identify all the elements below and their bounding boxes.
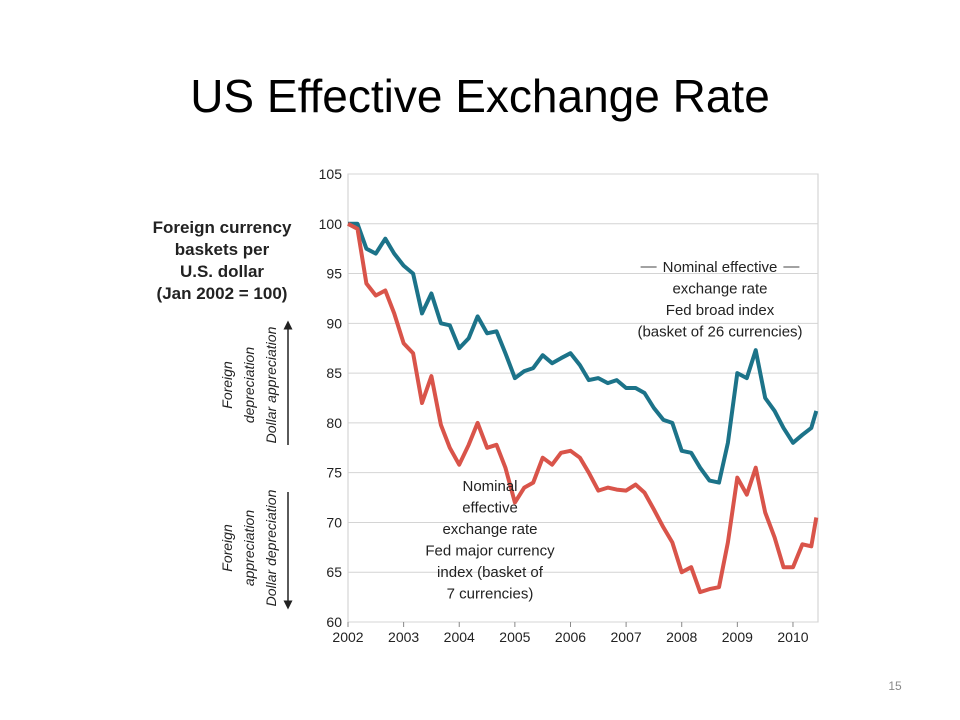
direction-note: Dollar depreciation	[263, 489, 279, 606]
y-tick-label: 70	[326, 514, 342, 530]
series-label: Fed major currency	[425, 543, 555, 560]
x-tick-label: 2010	[777, 629, 808, 645]
y-tick-label: 85	[326, 365, 342, 381]
series-label: effective	[462, 500, 518, 517]
series-label: index (basket of	[437, 564, 544, 581]
x-tick-label: 2005	[499, 629, 530, 645]
y-tick-label: 75	[326, 465, 342, 481]
y-tick-label: 80	[326, 415, 342, 431]
x-tick-label: 2007	[611, 629, 642, 645]
y-axis-label: baskets per	[175, 240, 270, 259]
direction-note: depreciation	[241, 347, 257, 423]
series-label: Nominal effective	[663, 259, 778, 276]
series-label: Fed broad index	[666, 302, 775, 319]
x-tick-label: 2008	[666, 629, 697, 645]
y-tick-label: 95	[326, 266, 342, 282]
series-label: exchange rate	[442, 521, 537, 538]
x-tick-label: 2009	[722, 629, 753, 645]
page-number: 15	[888, 679, 902, 693]
x-tick-label: 2002	[332, 629, 363, 645]
series-line	[347, 222, 819, 595]
direction-note: Foreign	[219, 524, 235, 572]
direction-note: Foreign	[219, 361, 235, 409]
series-label: Nominal	[462, 478, 517, 495]
series-label: 7 currencies)	[447, 586, 534, 603]
slide-title: US Effective Exchange Rate	[190, 70, 770, 122]
y-axis-label: (Jan 2002 = 100)	[157, 284, 288, 303]
y-tick-label: 60	[326, 614, 342, 630]
y-tick-label: 100	[319, 216, 343, 232]
y-tick-label: 65	[326, 564, 342, 580]
series-label: exchange rate	[672, 281, 767, 298]
direction-note: Dollar appreciation	[263, 326, 279, 443]
x-tick-label: 2004	[444, 629, 475, 645]
series-label: (basket of 26 currencies)	[637, 324, 802, 341]
x-tick-label: 2006	[555, 629, 586, 645]
y-tick-label: 90	[326, 315, 342, 331]
y-tick-label: 105	[319, 166, 343, 182]
y-axis-label: Foreign currency	[153, 218, 292, 237]
series-line	[348, 221, 819, 485]
direction-note: appreciation	[241, 510, 257, 586]
y-axis-label: U.S. dollar	[180, 262, 264, 281]
x-tick-label: 2003	[388, 629, 419, 645]
plot-frame	[347, 173, 819, 623]
